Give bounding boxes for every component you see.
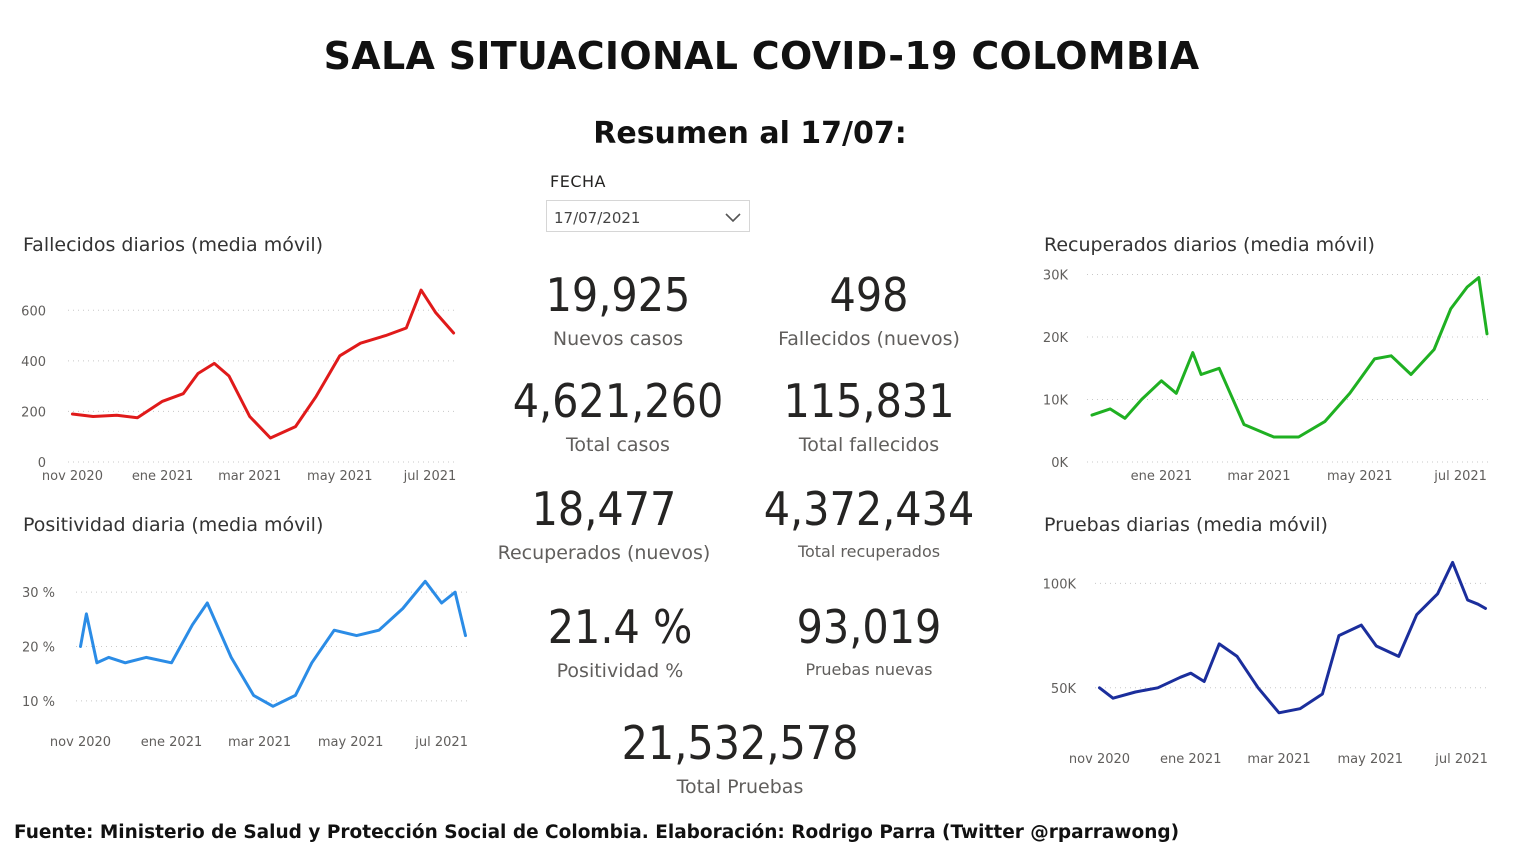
kpi-value: 4,621,260 bbox=[512, 374, 724, 428]
kpi-total-pruebas: 21,532,578 Total Pruebas bbox=[600, 720, 880, 798]
y-tick-label: 10 % bbox=[22, 695, 55, 710]
x-tick-label: may 2021 bbox=[1338, 752, 1404, 767]
chart-fallecidos: 0 200 400 600 nov 2020 ene 2021 mar 2021 may 20… bbox=[21, 288, 458, 484]
chart-pruebas: 50K 100K nov 2020 ene 2021 mar 2021 may 2021 j… bbox=[1043, 560, 1490, 767]
x-tick-label: jul 2021 bbox=[403, 469, 457, 484]
y-tick-label: 30 % bbox=[22, 586, 55, 601]
x-tick-label: may 2021 bbox=[1327, 469, 1393, 484]
kpi-positividad: 21.4 % Positividad % bbox=[490, 604, 750, 682]
chart-positividad: 10 % 20 % 30 % nov 2020 ene 2021 mar 2021 may … bbox=[22, 579, 470, 750]
x-tick-label: ene 2021 bbox=[1131, 469, 1192, 484]
y-tick-label: 10K bbox=[1043, 394, 1069, 409]
kpi-label: Pruebas nuevas bbox=[805, 660, 933, 679]
source-footer: Fuente: Ministerio de Salud y Protección… bbox=[14, 822, 1180, 843]
chart-title-recuperados: Recuperados diarios (media móvil) bbox=[1044, 234, 1375, 256]
kpi-value: 19,925 bbox=[545, 268, 691, 322]
x-tick-label: mar 2021 bbox=[1247, 752, 1310, 767]
y-tick-label: 20K bbox=[1043, 331, 1069, 346]
date-filter-label: FECHA bbox=[550, 172, 606, 191]
series-line bbox=[1090, 276, 1489, 439]
kpi-fallecidos-nuevos: 498 Fallecidos (nuevos) bbox=[739, 272, 999, 350]
kpi-recuperados-nuevos: 18,477 Recuperados (nuevos) bbox=[474, 486, 734, 564]
y-tick-label: 30K bbox=[1043, 269, 1069, 284]
date-filter-dropdown[interactable]: 17/07/2021 bbox=[546, 200, 750, 232]
kpi-total-recuperados: 4,372,434 Total recuperados bbox=[739, 486, 999, 561]
kpi-value: 115,831 bbox=[783, 374, 955, 428]
chart-title-positividad: Positividad diaria (media móvil) bbox=[23, 514, 324, 536]
summary-subtitle: Resumen al 17/07: bbox=[593, 116, 907, 151]
series-line bbox=[1098, 560, 1487, 715]
y-tick-label: 50K bbox=[1051, 682, 1077, 697]
kpi-value: 21,532,578 bbox=[621, 716, 859, 770]
kpi-value: 93,019 bbox=[796, 600, 942, 654]
x-tick-label: ene 2021 bbox=[141, 735, 202, 750]
x-tick-label: nov 2020 bbox=[42, 469, 103, 484]
x-tick-label: may 2021 bbox=[318, 735, 384, 750]
kpi-pruebas-nuevas: 93,019 Pruebas nuevas bbox=[739, 604, 999, 679]
x-tick-label: mar 2021 bbox=[228, 735, 291, 750]
chart-title-pruebas: Pruebas diarias (media móvil) bbox=[1044, 514, 1328, 536]
kpi-nuevos-casos: 19,925 Nuevos casos bbox=[488, 272, 748, 350]
series-line bbox=[79, 579, 467, 708]
kpi-label: Nuevos casos bbox=[552, 328, 684, 350]
kpi-label: Total recuperados bbox=[797, 542, 941, 561]
chart-title-fallecidos: Fallecidos diarios (media móvil) bbox=[23, 234, 324, 256]
x-tick-label: nov 2020 bbox=[50, 735, 111, 750]
kpi-label: Positividad % bbox=[556, 660, 684, 682]
y-tick-label: 0 bbox=[38, 456, 46, 471]
x-tick-label: may 2021 bbox=[307, 469, 373, 484]
chart-recuperados: 0K 10K 20K 30K ene 2021 mar 2021 may 2021 jul 2… bbox=[1043, 269, 1492, 484]
y-tick-label: 200 bbox=[21, 405, 46, 420]
kpi-value: 4,372,434 bbox=[763, 482, 975, 536]
kpi-label: Total Pruebas bbox=[676, 776, 804, 798]
dashboard-title: SALA SITUACIONAL COVID-19 COLOMBIA bbox=[323, 34, 1200, 78]
y-tick-label: 0K bbox=[1051, 456, 1068, 471]
y-tick-label: 400 bbox=[21, 355, 46, 370]
x-tick-label: ene 2021 bbox=[132, 469, 193, 484]
chevron-down-icon[interactable] bbox=[723, 208, 743, 230]
y-tick-label: 600 bbox=[21, 304, 46, 319]
kpi-total-casos: 4,621,260 Total casos bbox=[488, 378, 748, 456]
x-tick-label: mar 2021 bbox=[218, 469, 281, 484]
x-tick-label: mar 2021 bbox=[1227, 469, 1290, 484]
y-tick-label: 100K bbox=[1043, 577, 1077, 592]
x-tick-label: jul 2021 bbox=[1434, 752, 1488, 767]
x-tick-label: ene 2021 bbox=[1160, 752, 1221, 767]
x-tick-label: jul 2021 bbox=[414, 735, 468, 750]
x-tick-label: nov 2020 bbox=[1069, 752, 1130, 767]
kpi-label: Recuperados (nuevos) bbox=[497, 542, 711, 564]
x-tick-label: jul 2021 bbox=[1433, 469, 1487, 484]
series-line bbox=[70, 288, 456, 440]
kpi-label: Total casos bbox=[566, 434, 670, 456]
kpi-label: Total fallecidos bbox=[798, 434, 940, 456]
date-filter-value: 17/07/2021 bbox=[554, 209, 641, 227]
kpi-total-fallecidos: 115,831 Total fallecidos bbox=[739, 378, 999, 456]
kpi-value: 18,477 bbox=[531, 482, 677, 536]
kpi-value: 498 bbox=[829, 268, 909, 322]
kpi-value: 21.4 % bbox=[547, 600, 693, 654]
kpi-label: Fallecidos (nuevos) bbox=[778, 328, 960, 350]
y-tick-label: 20 % bbox=[22, 641, 55, 656]
